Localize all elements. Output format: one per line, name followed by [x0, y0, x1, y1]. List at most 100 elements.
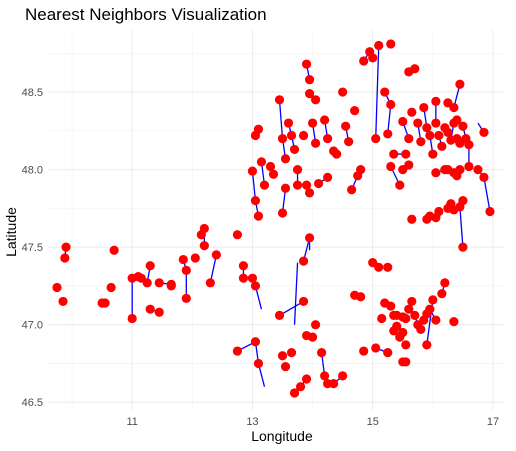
data-point [464, 140, 474, 150]
data-point [410, 64, 420, 74]
data-point [320, 115, 330, 125]
data-point [407, 107, 417, 117]
data-point [199, 223, 209, 234]
neighbor-link [387, 104, 392, 134]
neighbor-link [293, 262, 299, 325]
data-point [368, 53, 378, 63]
data-point [298, 296, 309, 307]
data-point [286, 130, 297, 141]
data-point [338, 371, 348, 381]
data-point [298, 130, 309, 141]
data-point [274, 310, 285, 320]
data-point [316, 348, 327, 358]
data-point [52, 282, 62, 293]
data-point [416, 137, 426, 147]
data-point [61, 242, 71, 252]
data-point [437, 141, 447, 151]
data-point [190, 253, 200, 263]
data-point [356, 292, 366, 302]
data-point [307, 118, 318, 128]
data-point [401, 313, 411, 324]
data-point [371, 343, 381, 353]
data-point [250, 281, 261, 291]
data-point [398, 327, 408, 338]
data-point [320, 371, 330, 381]
data-point [280, 361, 291, 372]
data-point [286, 348, 297, 358]
data-point [350, 106, 360, 116]
data-point [199, 240, 209, 251]
data-point [452, 115, 462, 125]
data-point [410, 310, 420, 320]
data-point [323, 133, 333, 144]
neighbor-link [375, 45, 380, 139]
data-point [383, 129, 393, 139]
data-point [431, 118, 441, 128]
data-point [304, 88, 315, 99]
data-point [292, 164, 303, 175]
data-point [181, 265, 191, 276]
data-point [422, 340, 432, 350]
data-point [383, 262, 393, 272]
data-point [428, 149, 438, 159]
data-point [401, 340, 411, 350]
x-tick-label: 15 [367, 416, 379, 428]
x-tick-label: 11 [126, 416, 137, 428]
data-point [60, 253, 70, 263]
data-point [446, 199, 456, 209]
data-point [401, 149, 411, 159]
data-point [313, 178, 324, 189]
y-tick-label: 48.0 [22, 165, 43, 177]
data-point [205, 278, 215, 288]
data-point [395, 180, 405, 190]
data-points [52, 39, 495, 398]
data-point [238, 261, 249, 271]
data-point [386, 39, 396, 49]
data-point [304, 233, 315, 243]
chart-title: Nearest Neighbors Visualization [25, 5, 267, 24]
data-point [289, 388, 300, 398]
data-point [371, 133, 381, 144]
data-point [301, 59, 312, 69]
data-point [238, 273, 249, 283]
data-point [307, 332, 318, 342]
data-point [304, 75, 315, 85]
data-point [377, 313, 387, 324]
data-point [386, 161, 396, 172]
data-point [277, 133, 288, 144]
data-point [455, 79, 465, 89]
data-point [280, 154, 291, 164]
data-point [166, 281, 176, 291]
data-point [298, 256, 309, 266]
data-point [437, 289, 447, 299]
data-point [283, 118, 294, 128]
data-point [250, 130, 261, 141]
data-point [416, 324, 426, 334]
data-point [292, 180, 303, 190]
data-point [253, 211, 264, 221]
data-point [380, 87, 390, 97]
data-point [181, 293, 191, 303]
data-point [304, 188, 315, 198]
data-point [449, 316, 459, 327]
data-point [232, 346, 243, 356]
data-point [265, 161, 276, 172]
data-point [341, 121, 351, 131]
data-point [142, 278, 152, 288]
data-point [431, 96, 441, 106]
data-point [455, 164, 465, 175]
data-point [473, 164, 483, 175]
data-point [374, 40, 384, 51]
data-point [259, 180, 270, 190]
data-point [277, 208, 288, 218]
data-point [356, 164, 366, 175]
data-point [310, 320, 321, 330]
data-point [344, 137, 354, 147]
data-point [404, 304, 414, 314]
data-point [301, 374, 312, 384]
data-point [277, 351, 288, 361]
data-point [398, 164, 408, 175]
neighbor-link [279, 300, 304, 316]
